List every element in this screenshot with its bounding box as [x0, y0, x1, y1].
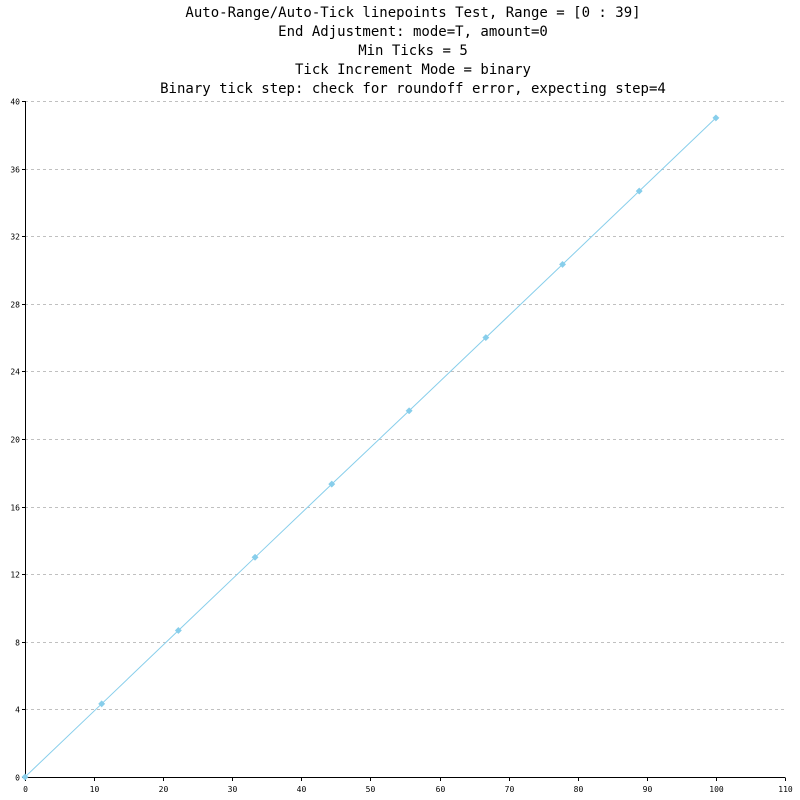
y-tick-label-5: 20: [10, 436, 20, 445]
y-tick-label-1: 4: [15, 706, 20, 715]
grid-lines: [25, 101, 785, 710]
chart-title-line-2: End Adjustment: mode=T, amount=0: [278, 24, 548, 40]
chart-title: Auto-Range/Auto-Tick linepoints Test, Ra…: [0, 4, 800, 99]
data-point-9: [712, 114, 720, 122]
x-tick-label-9: 90: [643, 785, 653, 794]
x-tick-label-2: 20: [159, 785, 169, 794]
data-point-0: [21, 773, 29, 781]
tick-labels: 0 4 8 12 16 20 24 28 32 36 40 0 10 20 30 40 50 60 70 80 90 10…: [10, 98, 793, 795]
x-tick-label-5: 50: [366, 785, 376, 794]
y-tick-label-4: 16: [10, 504, 20, 513]
y-tick-label-10: 40: [10, 98, 20, 107]
axes: [22, 101, 786, 781]
x-tick-label-8: 80: [574, 785, 584, 794]
x-tick-label-6: 60: [436, 785, 446, 794]
y-tick-label-9: 36: [10, 166, 20, 175]
chart-title-line-4: Tick Increment Mode = binary: [294, 62, 531, 78]
y-tick-label-0: 0: [15, 774, 20, 783]
chart-title-line-1: Auto-Range/Auto-Tick linepoints Test, Ra…: [185, 5, 641, 21]
chart-title-line-5: Binary tick step: check for roundoff err…: [160, 81, 666, 97]
data-point-2: [174, 626, 182, 635]
data-point-1: [98, 700, 106, 708]
x-tick-label-1: 10: [90, 785, 100, 794]
data-point-4: [328, 480, 336, 488]
x-tick-label-3: 30: [228, 785, 238, 794]
chart-title-line-3: Min Ticks = 5: [358, 43, 468, 59]
series-line-0: [24, 117, 717, 778]
y-tick-label-6: 24: [10, 368, 20, 377]
x-tick-label-0: 0: [23, 785, 28, 794]
data-point-3: [251, 553, 259, 561]
y-tick-label-8: 32: [10, 233, 20, 242]
data-point-7: [558, 260, 567, 268]
data-series: [21, 114, 720, 781]
y-tick-label-3: 12: [10, 571, 20, 580]
x-tick-label-11: 110: [778, 785, 793, 794]
y-tick-label-7: 28: [10, 301, 20, 310]
data-point-6: [482, 334, 490, 342]
x-tick-label-4: 40: [297, 785, 307, 794]
y-tick-label-2: 8: [15, 639, 20, 648]
data-point-8: [635, 187, 643, 195]
data-point-5: [405, 407, 413, 415]
x-tick-label-10: 100: [709, 785, 724, 794]
x-tick-label-7: 70: [505, 785, 515, 794]
